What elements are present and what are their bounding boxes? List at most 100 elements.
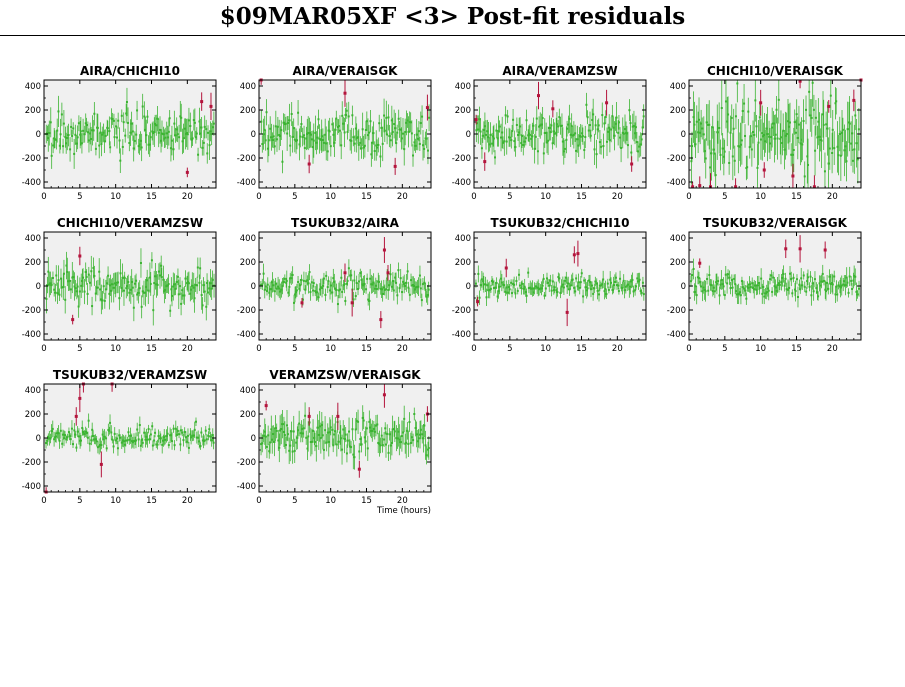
residual-point [571, 278, 574, 281]
x-tick-label: 0 [471, 344, 476, 354]
residual-point [342, 284, 345, 287]
residual-point [371, 283, 374, 286]
residual-point [508, 288, 511, 291]
residual-point [344, 433, 347, 436]
residual-point [607, 130, 610, 133]
x-tick-label: 20 [827, 192, 838, 202]
residual-point [322, 284, 325, 287]
residual-point [783, 148, 786, 151]
residual-point [489, 133, 492, 136]
residual-point [144, 128, 147, 131]
residual-point [514, 146, 517, 149]
residual-point [318, 288, 321, 291]
residual-point [500, 281, 503, 284]
residual-point [589, 134, 592, 137]
residual-point [604, 116, 607, 119]
flagged-point [336, 414, 340, 418]
residual-point [802, 119, 805, 122]
residual-point [511, 130, 514, 133]
residual-point [138, 424, 141, 427]
residual-point [66, 436, 69, 439]
residual-point [305, 137, 308, 140]
residual-point [568, 288, 571, 291]
residual-point [545, 131, 548, 134]
residual-point [763, 133, 766, 136]
residual-point [427, 288, 430, 291]
residual-point [191, 284, 194, 287]
residual-point [76, 430, 79, 433]
residual-point [826, 127, 829, 130]
residual-point [709, 283, 712, 286]
y-tick-label: 400 [670, 82, 686, 92]
residual-point [541, 284, 544, 287]
residual-point [297, 111, 300, 114]
residual-point [417, 130, 420, 133]
residual-point [166, 432, 169, 435]
residual-point [140, 305, 143, 308]
residual-point [419, 122, 422, 125]
residual-point [518, 273, 521, 276]
residual-point [280, 428, 283, 431]
residual-point [758, 287, 761, 290]
residual-point [317, 433, 320, 436]
x-tick-label: 0 [256, 496, 261, 506]
residual-point [84, 430, 87, 433]
residual-point [854, 114, 857, 117]
residual-point [353, 456, 356, 459]
residual-point [58, 144, 61, 147]
x-tick-label: 10 [325, 192, 336, 202]
residual-point [380, 288, 383, 291]
residual-point [69, 438, 72, 441]
residual-point [342, 428, 345, 431]
residual-point [189, 125, 192, 128]
residual-point [365, 120, 368, 123]
residual-point [151, 425, 154, 428]
residual-point [402, 431, 405, 434]
residual-point [524, 291, 527, 294]
residual-point [774, 286, 777, 289]
residual-point [279, 290, 282, 293]
residual-point [741, 286, 744, 289]
residual-point [147, 428, 150, 431]
residual-point [92, 266, 95, 269]
residual-point [155, 443, 158, 446]
residual-point [422, 144, 425, 147]
residual-point [612, 284, 615, 287]
residual-point [779, 136, 782, 139]
residual-point [827, 162, 830, 165]
residual-point [328, 431, 331, 434]
residual-point [73, 152, 76, 155]
residual-point [543, 132, 546, 135]
residual-point [56, 432, 59, 435]
residual-point [747, 110, 750, 113]
residual-point [515, 279, 518, 282]
residual-point [332, 133, 335, 136]
y-tick-label: -200 [667, 154, 686, 164]
residual-point [55, 435, 58, 438]
x-tick-label: 10 [325, 344, 336, 354]
panel-title: AIRA/VERAMZSW [502, 64, 617, 78]
residual-point [299, 135, 302, 138]
flagged-point [605, 101, 609, 105]
residual-point [123, 276, 126, 279]
residual-point [539, 124, 542, 127]
residual-point [524, 137, 527, 140]
residual-point [847, 121, 850, 124]
residual-point [692, 267, 695, 270]
residual-point [638, 278, 641, 281]
residual-point [118, 297, 121, 300]
residual-point [827, 287, 830, 290]
residual-point [836, 145, 839, 148]
residual-point [568, 117, 571, 120]
residual-point [563, 147, 566, 150]
residual-point [482, 128, 485, 131]
residual-point [345, 452, 348, 455]
residual-point [492, 137, 495, 140]
residual-point [128, 291, 131, 294]
residual-point [632, 125, 635, 128]
residual-point [767, 289, 770, 292]
residual-point [702, 133, 705, 136]
residual-point [159, 437, 162, 440]
